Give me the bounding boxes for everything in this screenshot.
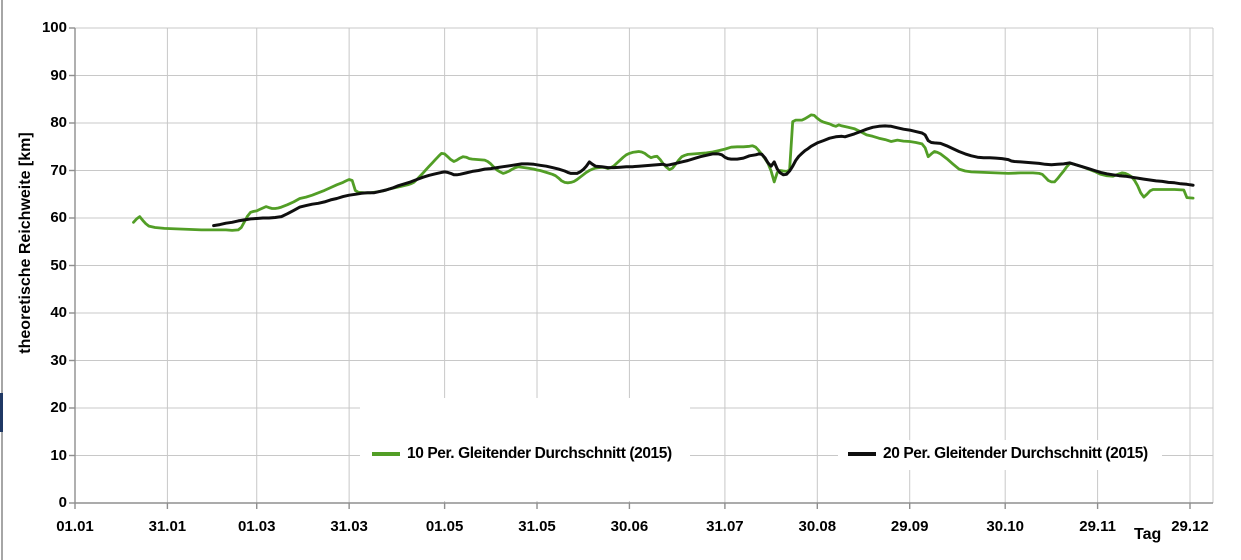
y-tick-label: 40 bbox=[50, 304, 67, 321]
x-tick-label: 30.08 bbox=[798, 518, 837, 535]
legend-label-20-per: 20 Per. Gleitender Durchschnitt (2015) bbox=[883, 445, 1148, 462]
y-tick-label: 10 bbox=[50, 446, 67, 464]
y-tick-label: 90 bbox=[50, 66, 67, 84]
x-tick-label: 31.07 bbox=[706, 518, 744, 535]
x-tick-label: 30.10 bbox=[986, 518, 1024, 535]
x-tick-label: 29.11 bbox=[1079, 518, 1116, 535]
window-edge-line bbox=[1, 0, 3, 560]
y-tick-label: 100 bbox=[41, 19, 67, 36]
x-tick-label: 01.01 bbox=[56, 518, 94, 535]
y-tick-label: 60 bbox=[50, 209, 67, 226]
legend-marker-black-line bbox=[848, 452, 876, 456]
y-tick-label: 50 bbox=[50, 256, 67, 274]
x-tick-label: 31.03 bbox=[330, 518, 368, 535]
y-tick-label: 0 bbox=[58, 494, 67, 511]
legend-entry-10-per[interactable]: 10 Per. Gleitender Durchschnitt (2015) bbox=[372, 445, 672, 463]
x-tick-label: 29.12 bbox=[1171, 518, 1209, 535]
y-axis-title: theoretische Reichweite [km] bbox=[17, 132, 34, 354]
legend-marker-green-line bbox=[372, 452, 400, 456]
legend-background-left bbox=[360, 398, 690, 501]
x-tick-label: 01.03 bbox=[237, 518, 276, 535]
x-axis-title: Tag bbox=[1134, 526, 1162, 543]
y-tick-label: 30 bbox=[50, 351, 67, 369]
x-tick-label: 31.05 bbox=[518, 518, 556, 535]
y-tick-label: 20 bbox=[50, 399, 67, 416]
y-tick-label: 80 bbox=[50, 114, 67, 131]
legend-label-10-per: 10 Per. Gleitender Durchschnitt (2015) bbox=[407, 445, 672, 462]
legend-background-right bbox=[838, 440, 1162, 470]
y-tick-label: 70 bbox=[50, 161, 67, 179]
x-tick-label: 30.06 bbox=[610, 518, 649, 535]
legend-entry-20-per[interactable]: 20 Per. Gleitender Durchschnitt (2015) bbox=[848, 445, 1148, 463]
x-tick-label: 01.05 bbox=[425, 518, 464, 535]
x-tick-label: 31.01 bbox=[148, 518, 187, 535]
side-accent-bar bbox=[0, 393, 3, 432]
x-tick-label: 29.09 bbox=[890, 518, 929, 535]
